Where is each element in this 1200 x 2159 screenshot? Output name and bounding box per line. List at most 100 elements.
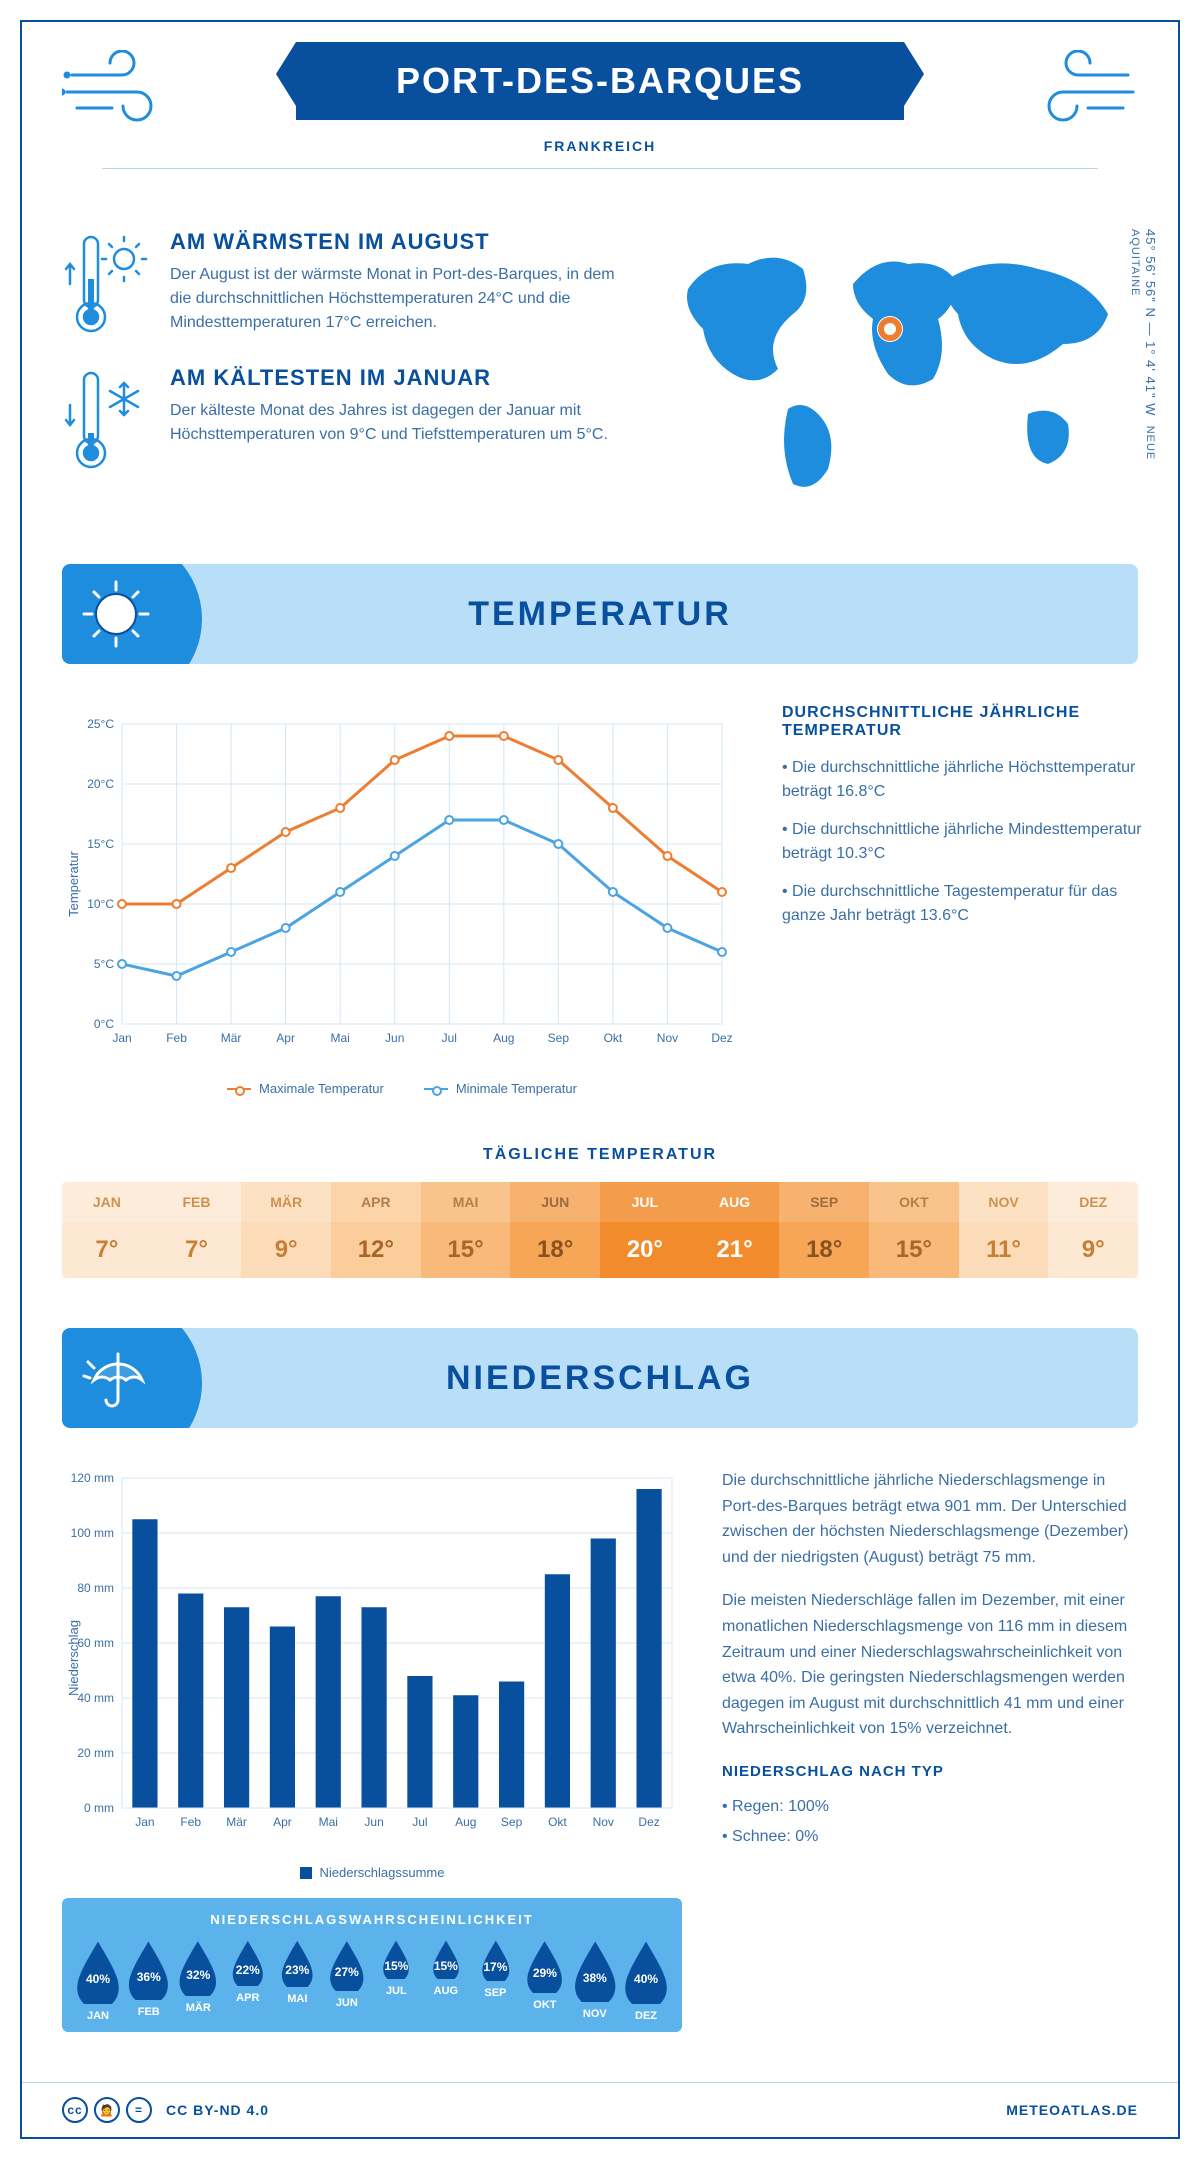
precip-text: Die durchschnittliche jährliche Niedersc…	[722, 1468, 1142, 1570]
by-icon: 🙍	[94, 2097, 120, 2123]
svg-text:Sep: Sep	[501, 1815, 523, 1829]
temp-cell: NOV 11°	[959, 1182, 1049, 1278]
svg-text:80 mm: 80 mm	[77, 1581, 114, 1595]
temperature-title: TEMPERATUR	[468, 595, 732, 634]
drop-item: 23%MAI	[273, 1939, 323, 2022]
drop-item: 38%NOV	[570, 1939, 620, 2022]
svg-text:Jan: Jan	[135, 1815, 154, 1829]
drop-item: 15%JUL	[372, 1939, 422, 2022]
daily-temp-title: TÄGLICHE TEMPERATUR	[22, 1146, 1178, 1164]
precip-banner: NIEDERSCHLAG	[62, 1328, 1138, 1428]
world-map-block: 45° 56' 56" N — 1° 4' 41" W NEUE AQUITAI…	[658, 229, 1138, 514]
svg-text:Temperatur: Temperatur	[66, 850, 81, 916]
thermometer-cold-icon	[62, 365, 152, 475]
svg-text:120 mm: 120 mm	[71, 1471, 114, 1485]
svg-text:Feb: Feb	[166, 1031, 187, 1045]
wind-icon	[62, 50, 182, 130]
warmest-block: AM WÄRMSTEN IM AUGUST Der August ist der…	[62, 229, 618, 339]
precip-type-snow: • Schnee: 0%	[722, 1824, 1142, 1850]
svg-text:Okt: Okt	[604, 1031, 623, 1045]
svg-text:0°C: 0°C	[94, 1017, 114, 1031]
svg-text:Nov: Nov	[593, 1815, 614, 1829]
temp-cell: MAI 15°	[421, 1182, 511, 1278]
drop-item: 22%APR	[223, 1939, 273, 2022]
sun-icon	[80, 578, 152, 650]
warmest-title: AM WÄRMSTEN IM AUGUST	[170, 229, 618, 255]
divider	[102, 168, 1098, 169]
svg-text:25°C: 25°C	[87, 717, 114, 731]
title-banner: PORT-DES-BARQUES	[296, 42, 904, 120]
svg-text:Mai: Mai	[319, 1815, 338, 1829]
wind-icon	[1018, 50, 1138, 130]
drop-item: 29%OKT	[520, 1939, 570, 2022]
site-name: METEOATLAS.DE	[1006, 2102, 1138, 2118]
temperature-chart: 0°C 5°C 10°C 15°C 20°C 25°C Jan Feb Mär Apr Mai Jun…	[62, 704, 742, 1096]
temp-cell: JUL 20°	[600, 1182, 690, 1278]
precip-chart: 0 mm20 mm40 mm60 mm80 mm100 mm120 mmJanF…	[62, 1468, 682, 1880]
svg-text:Jun: Jun	[364, 1815, 383, 1829]
svg-text:15°C: 15°C	[87, 837, 114, 851]
svg-text:Aug: Aug	[493, 1031, 514, 1045]
temp-cell: JUN 18°	[510, 1182, 600, 1278]
temperature-banner: TEMPERATUR	[62, 564, 1138, 664]
precip-text: Die meisten Niederschläge fallen im Deze…	[722, 1588, 1142, 1742]
drop-item: 15%AUG	[421, 1939, 471, 2022]
world-map-icon	[658, 229, 1138, 509]
cc-license: cc 🙍 = CC BY-ND 4.0	[62, 2097, 269, 2123]
cc-icon: cc	[62, 2097, 88, 2123]
svg-text:40 mm: 40 mm	[77, 1691, 114, 1705]
svg-text:Okt: Okt	[548, 1815, 567, 1829]
svg-text:Mai: Mai	[331, 1031, 350, 1045]
svg-text:Apr: Apr	[276, 1031, 295, 1045]
svg-text:60 mm: 60 mm	[77, 1636, 114, 1650]
drop-item: 17%SEP	[471, 1939, 521, 2022]
svg-text:Aug: Aug	[455, 1815, 476, 1829]
svg-text:5°C: 5°C	[94, 957, 114, 971]
temp-cell: FEB 7°	[152, 1182, 242, 1278]
temp-info-bullet: • Die durchschnittliche jährliche Höchst…	[782, 756, 1162, 804]
svg-text:Mär: Mär	[226, 1815, 247, 1829]
temp-cell: DEZ 9°	[1048, 1182, 1138, 1278]
precip-prob-title: NIEDERSCHLAGSWAHRSCHEINLICHKEIT	[72, 1912, 672, 1927]
svg-text:Jul: Jul	[412, 1815, 427, 1829]
thermometer-hot-icon	[62, 229, 152, 339]
svg-text:Niederschlag: Niederschlag	[66, 1620, 81, 1696]
drop-item: 32%MÄR	[174, 1939, 224, 2022]
temperature-info: DURCHSCHNITTLICHE JÄHRLICHE TEMPERATUR •…	[782, 704, 1162, 942]
svg-text:20 mm: 20 mm	[77, 1746, 114, 1760]
footer: cc 🙍 = CC BY-ND 4.0 METEOATLAS.DE	[22, 2082, 1178, 2137]
nd-icon: =	[126, 2097, 152, 2123]
coldest-title: AM KÄLTESTEN IM JANUAR	[170, 365, 618, 391]
svg-text:20°C: 20°C	[87, 777, 114, 791]
temp-cell: APR 12°	[331, 1182, 421, 1278]
header: PORT-DES-BARQUES FRANKREICH	[22, 22, 1178, 199]
precip-legend: Niederschlagssumme	[62, 1865, 682, 1880]
license-text: CC BY-ND 4.0	[166, 2102, 269, 2118]
umbrella-icon	[80, 1342, 152, 1414]
svg-text:100 mm: 100 mm	[71, 1526, 114, 1540]
precip-probability-box: NIEDERSCHLAGSWAHRSCHEINLICHKEIT 40%JAN 3…	[62, 1898, 682, 2032]
svg-text:10°C: 10°C	[87, 897, 114, 911]
temperature-legend: Maximale Temperatur Minimale Temperatur	[62, 1081, 742, 1096]
svg-text:Apr: Apr	[273, 1815, 292, 1829]
precip-title: NIEDERSCHLAG	[446, 1359, 754, 1398]
temp-info-bullet: • Die durchschnittliche jährliche Mindes…	[782, 818, 1162, 866]
intro-section: AM WÄRMSTEN IM AUGUST Der August ist der…	[22, 199, 1178, 544]
warmest-text: Der August ist der wärmste Monat in Port…	[170, 263, 618, 335]
daily-temp-table: JAN 7°FEB 7°MÄR 9°APR 12°MAI 15°JUN 18°J…	[62, 1182, 1138, 1278]
svg-text:Nov: Nov	[657, 1031, 678, 1045]
svg-text:Feb: Feb	[180, 1815, 201, 1829]
page-title: PORT-DES-BARQUES	[396, 60, 804, 102]
temp-cell: AUG 21°	[690, 1182, 780, 1278]
drop-item: 36%FEB	[124, 1939, 174, 2022]
svg-text:Sep: Sep	[548, 1031, 570, 1045]
svg-text:Jun: Jun	[385, 1031, 404, 1045]
svg-text:Mär: Mär	[221, 1031, 242, 1045]
svg-text:Jan: Jan	[112, 1031, 131, 1045]
temp-cell: MÄR 9°	[241, 1182, 331, 1278]
coldest-text: Der kälteste Monat des Jahres ist dagege…	[170, 399, 618, 447]
temp-cell: OKT 15°	[869, 1182, 959, 1278]
svg-text:Dez: Dez	[638, 1815, 659, 1829]
svg-text:Dez: Dez	[711, 1031, 732, 1045]
drop-item: 27%JUN	[322, 1939, 372, 2022]
